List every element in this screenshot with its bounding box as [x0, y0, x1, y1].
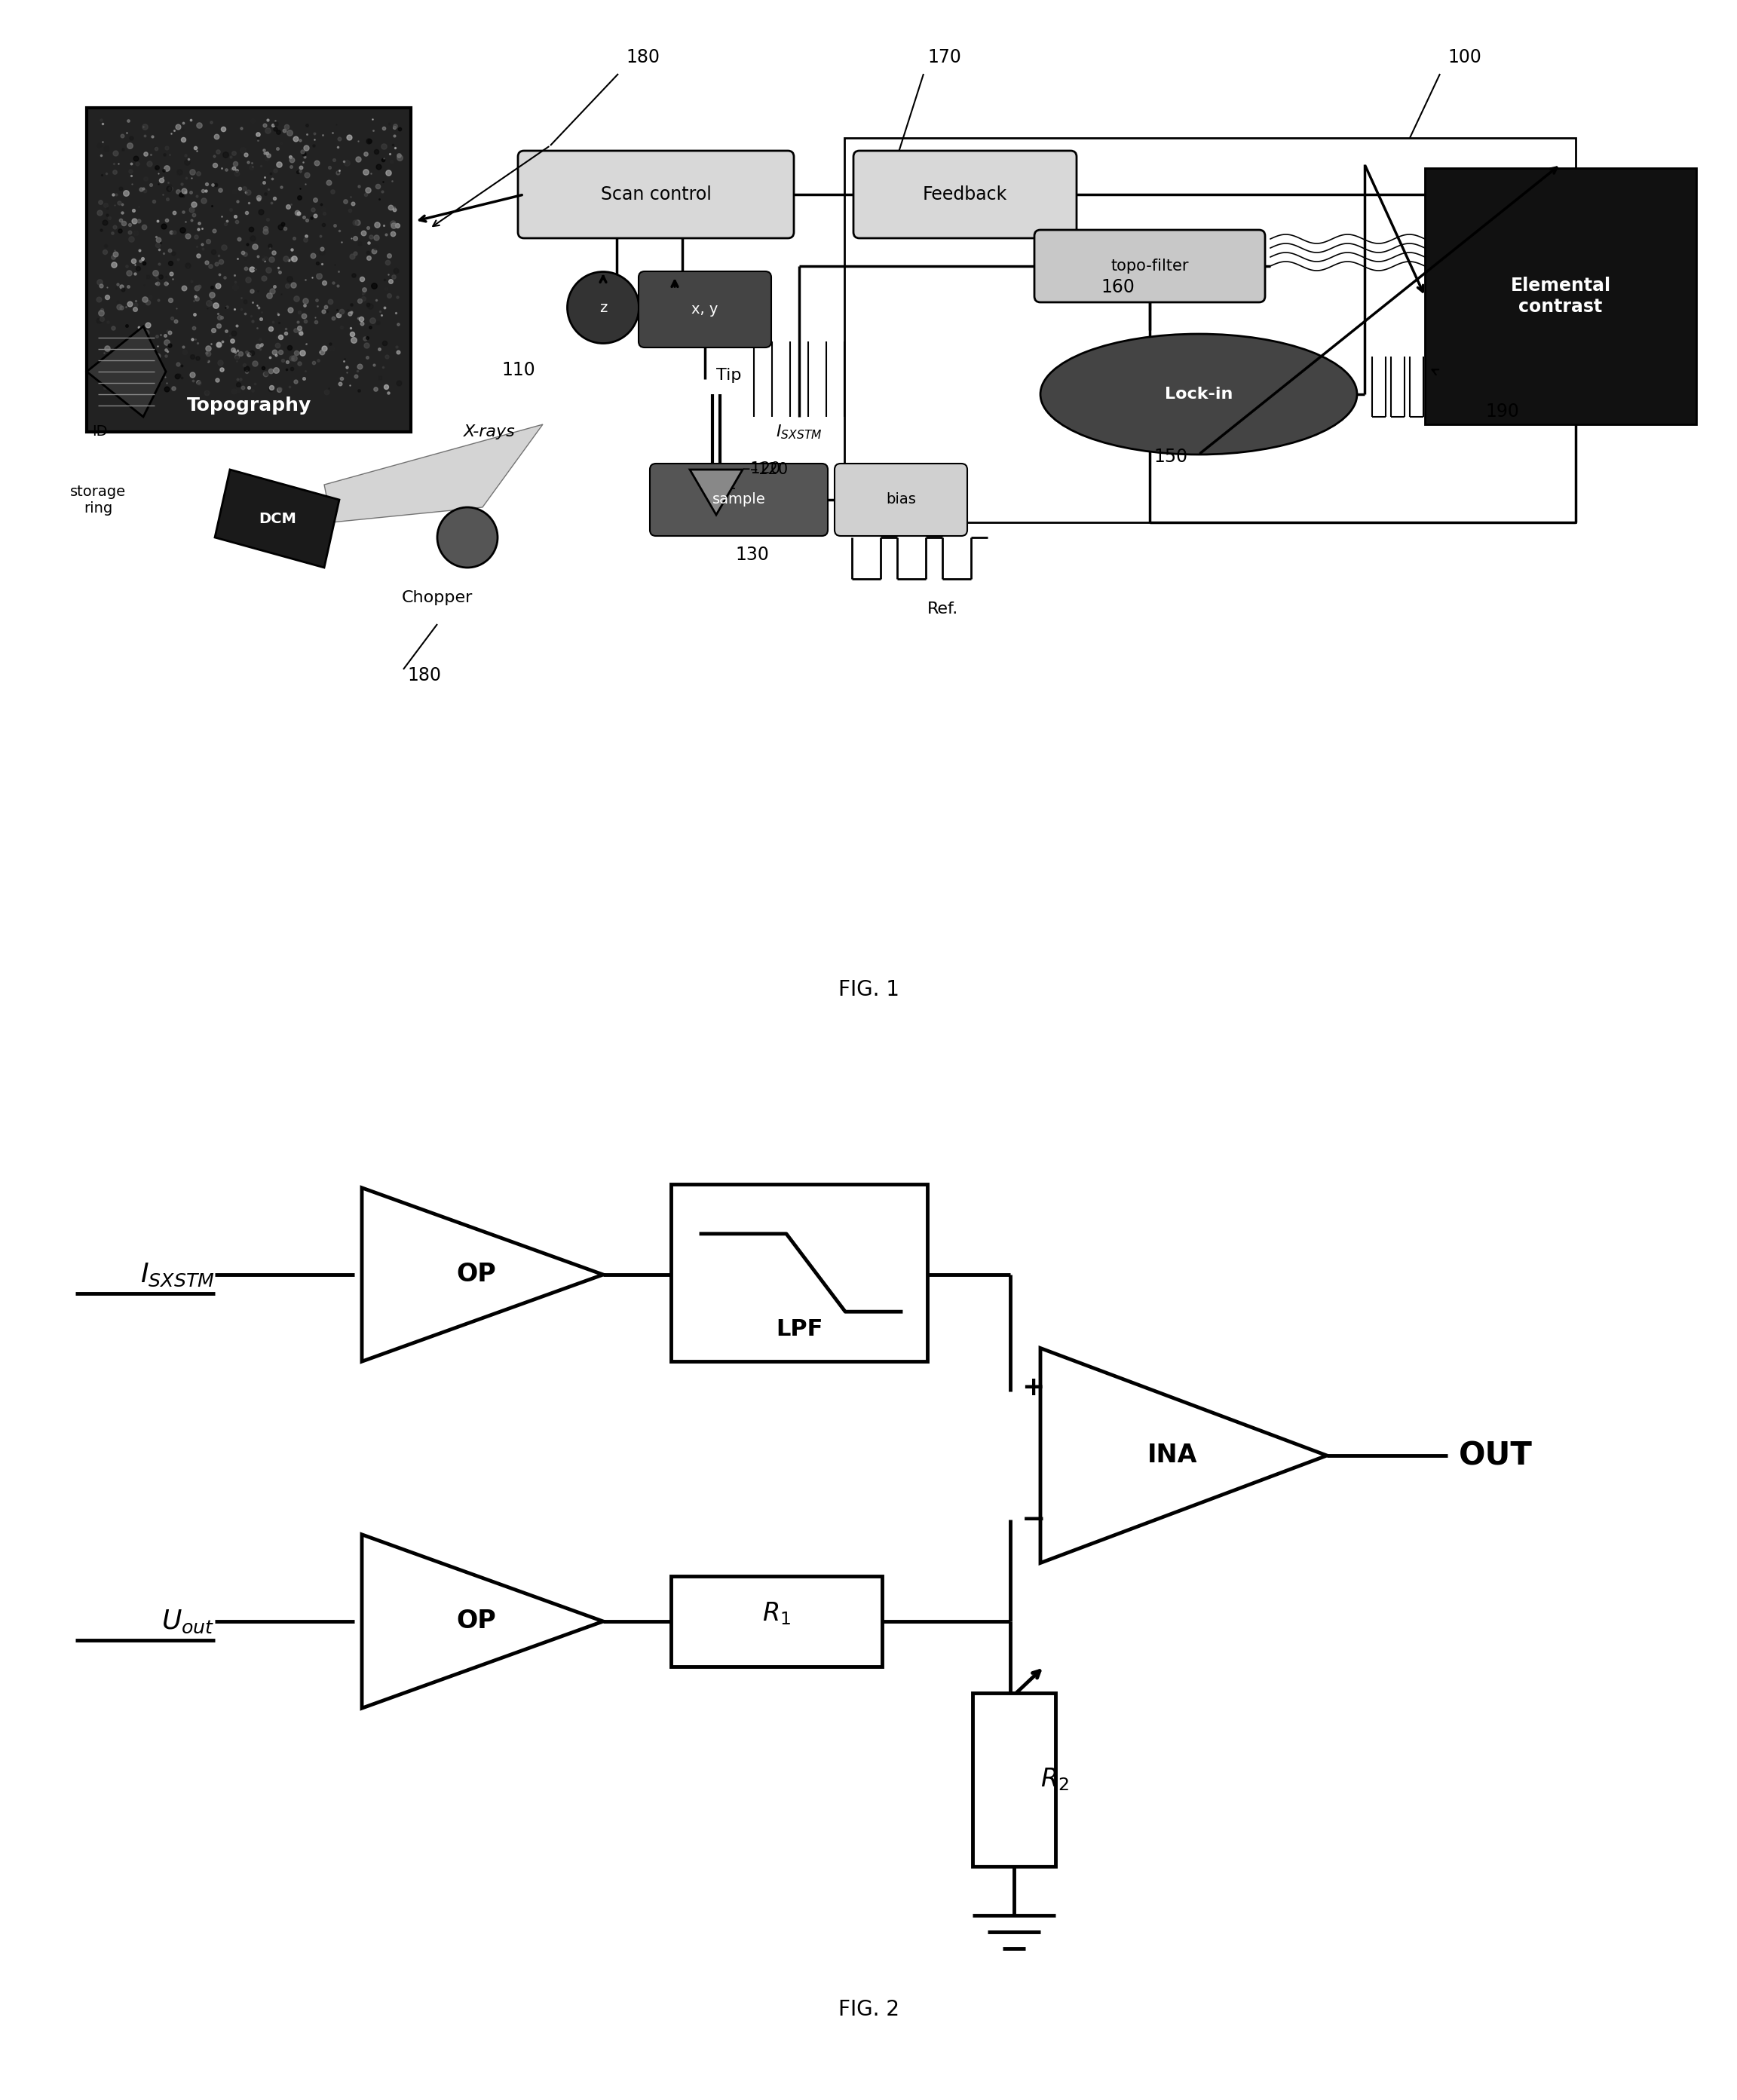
- Text: LPF: LPF: [776, 1319, 823, 1340]
- Ellipse shape: [568, 271, 639, 342]
- Ellipse shape: [1040, 334, 1357, 454]
- Text: 100: 100: [1447, 48, 1482, 67]
- Polygon shape: [361, 1189, 603, 1361]
- Text: Lock-in: Lock-in: [1164, 386, 1233, 401]
- Text: 180: 180: [406, 666, 441, 685]
- Text: topo-filter: topo-filter: [1110, 258, 1188, 273]
- Bar: [87, 107, 412, 433]
- Bar: [844, 139, 1575, 523]
- Text: sample: sample: [712, 493, 766, 506]
- Bar: [1424, 168, 1697, 424]
- Text: $I_{SXSTM}$: $I_{SXSTM}$: [776, 422, 822, 441]
- Text: OP: OP: [457, 1262, 497, 1287]
- FancyBboxPatch shape: [834, 464, 968, 536]
- Text: z: z: [726, 477, 736, 491]
- Text: Tip: Tip: [716, 368, 742, 382]
- Text: Topography: Topography: [186, 397, 311, 414]
- Polygon shape: [215, 470, 339, 567]
- Text: x, y: x, y: [691, 302, 717, 317]
- Text: bias: bias: [886, 493, 915, 506]
- Text: FIG. 2: FIG. 2: [837, 1999, 900, 2020]
- Text: 130: 130: [735, 546, 769, 563]
- Text: +: +: [1021, 1376, 1044, 1401]
- FancyBboxPatch shape: [650, 464, 829, 536]
- Text: –120: –120: [750, 462, 789, 477]
- Text: −: −: [1021, 1506, 1046, 1533]
- Polygon shape: [87, 326, 165, 416]
- Text: Ref.: Ref.: [928, 601, 957, 617]
- Text: 160: 160: [1101, 277, 1134, 296]
- Polygon shape: [325, 424, 542, 523]
- Text: INA: INA: [1146, 1443, 1197, 1468]
- FancyBboxPatch shape: [853, 151, 1077, 237]
- Polygon shape: [1040, 1348, 1327, 1562]
- Text: $R_2$: $R_2$: [1040, 1766, 1068, 1793]
- Text: DCM: DCM: [259, 512, 297, 525]
- Text: 180: 180: [625, 48, 660, 67]
- Text: $I_{SXSTM}$: $I_{SXSTM}$: [141, 1262, 215, 1287]
- Text: 110: 110: [502, 361, 535, 380]
- Text: 150: 150: [1153, 447, 1188, 466]
- Polygon shape: [361, 1535, 603, 1707]
- Text: $R_1$: $R_1$: [763, 1600, 790, 1628]
- Polygon shape: [690, 470, 743, 514]
- Text: ID: ID: [92, 424, 108, 439]
- Text: Chopper: Chopper: [401, 590, 472, 605]
- FancyBboxPatch shape: [518, 151, 794, 237]
- Text: X-rays: X-rays: [464, 424, 516, 439]
- Text: 170: 170: [928, 48, 961, 67]
- Text: 190: 190: [1485, 403, 1520, 420]
- Bar: [670, 1577, 882, 1667]
- Text: Scan control: Scan control: [601, 185, 710, 204]
- Bar: [973, 1693, 1056, 1867]
- Bar: [670, 1184, 928, 1361]
- Text: Feedback: Feedback: [922, 185, 1007, 204]
- Text: –120: –120: [743, 462, 780, 477]
- Text: Elemental
contrast: Elemental contrast: [1511, 277, 1610, 315]
- Text: OP: OP: [457, 1609, 497, 1634]
- FancyBboxPatch shape: [639, 271, 771, 346]
- Text: storage
ring: storage ring: [69, 485, 127, 514]
- Text: z: z: [599, 300, 606, 315]
- Ellipse shape: [438, 508, 497, 567]
- Text: OUT: OUT: [1459, 1441, 1532, 1472]
- Text: $U_{out}$: $U_{out}$: [162, 1609, 215, 1634]
- Text: FIG. 1: FIG. 1: [837, 979, 900, 1000]
- FancyBboxPatch shape: [1034, 229, 1265, 302]
